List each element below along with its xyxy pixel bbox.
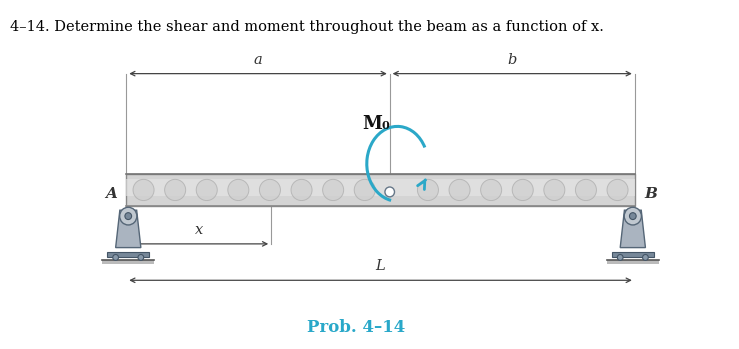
Ellipse shape: [576, 179, 596, 201]
Circle shape: [113, 254, 118, 260]
Circle shape: [624, 207, 641, 225]
Ellipse shape: [323, 179, 344, 201]
Text: b: b: [508, 53, 517, 67]
Bar: [107, 252, 149, 258]
Text: x: x: [194, 223, 202, 237]
Circle shape: [643, 254, 648, 260]
Bar: [607, 260, 658, 264]
Ellipse shape: [418, 179, 438, 201]
Ellipse shape: [480, 179, 502, 201]
Text: 4–14. Determine the shear and moment throughout the beam as a function of x.: 4–14. Determine the shear and moment thr…: [10, 21, 605, 35]
Text: A: A: [106, 187, 118, 201]
Circle shape: [125, 213, 132, 220]
Ellipse shape: [607, 179, 628, 201]
Polygon shape: [115, 210, 141, 247]
Circle shape: [617, 254, 623, 260]
Bar: [126, 174, 635, 206]
Ellipse shape: [133, 179, 154, 201]
Circle shape: [120, 207, 137, 225]
Ellipse shape: [291, 179, 312, 201]
Ellipse shape: [354, 179, 375, 201]
Text: Prob. 4–14: Prob. 4–14: [307, 319, 405, 336]
Ellipse shape: [165, 179, 185, 201]
Circle shape: [138, 254, 143, 260]
Circle shape: [385, 187, 395, 197]
Ellipse shape: [512, 179, 534, 201]
Ellipse shape: [544, 179, 565, 201]
Bar: [612, 252, 654, 258]
Text: L: L: [375, 259, 386, 273]
Polygon shape: [620, 210, 645, 247]
Text: a: a: [253, 53, 262, 67]
Ellipse shape: [259, 179, 281, 201]
Ellipse shape: [228, 179, 249, 201]
Bar: [126, 179, 635, 196]
Circle shape: [630, 213, 636, 220]
Ellipse shape: [197, 179, 217, 201]
Text: B: B: [644, 187, 657, 201]
Bar: [103, 260, 154, 264]
Ellipse shape: [449, 179, 470, 201]
Text: M₀: M₀: [362, 116, 390, 133]
